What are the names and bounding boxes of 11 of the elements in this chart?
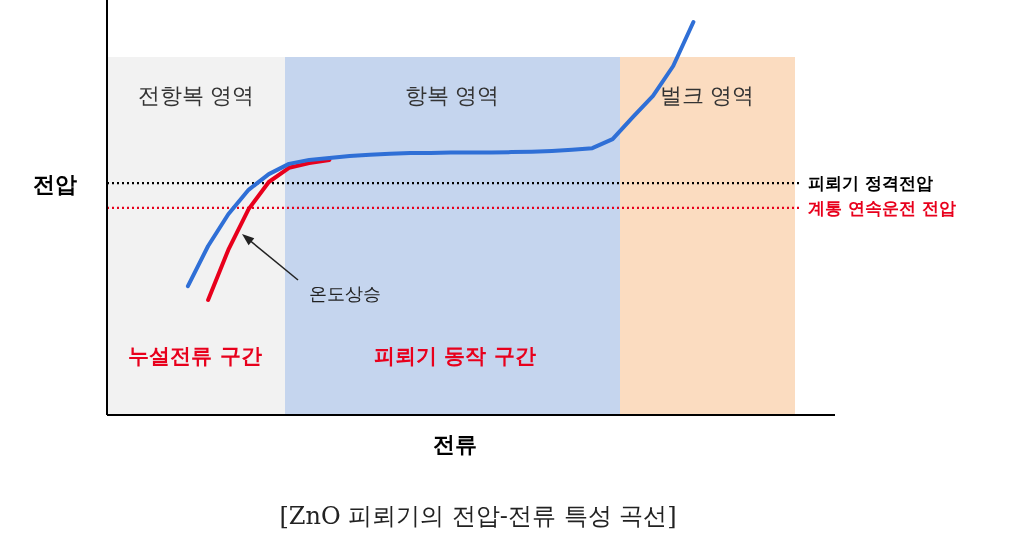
annotation: 전항복 영역 [137,83,255,108]
ref-line-label: 계통 연속운전 전압 [808,197,956,218]
annotation: 온도상승 [309,283,381,304]
annotation: 벌크 영역 [659,83,755,108]
text: [ZnO 피뢰기의 전압-전류 특성 곡선] [279,502,677,530]
annotation: 피뢰기 동작 구간 [374,344,536,368]
annotation: 항복 영역 [404,83,500,108]
x-axis-title: 전류 [433,432,477,457]
annotation: 누설전류 구간 [128,344,262,368]
ref-line-label: 피뢰기 정격전압 [808,173,933,194]
y-axis-title: 전압 [33,172,77,197]
